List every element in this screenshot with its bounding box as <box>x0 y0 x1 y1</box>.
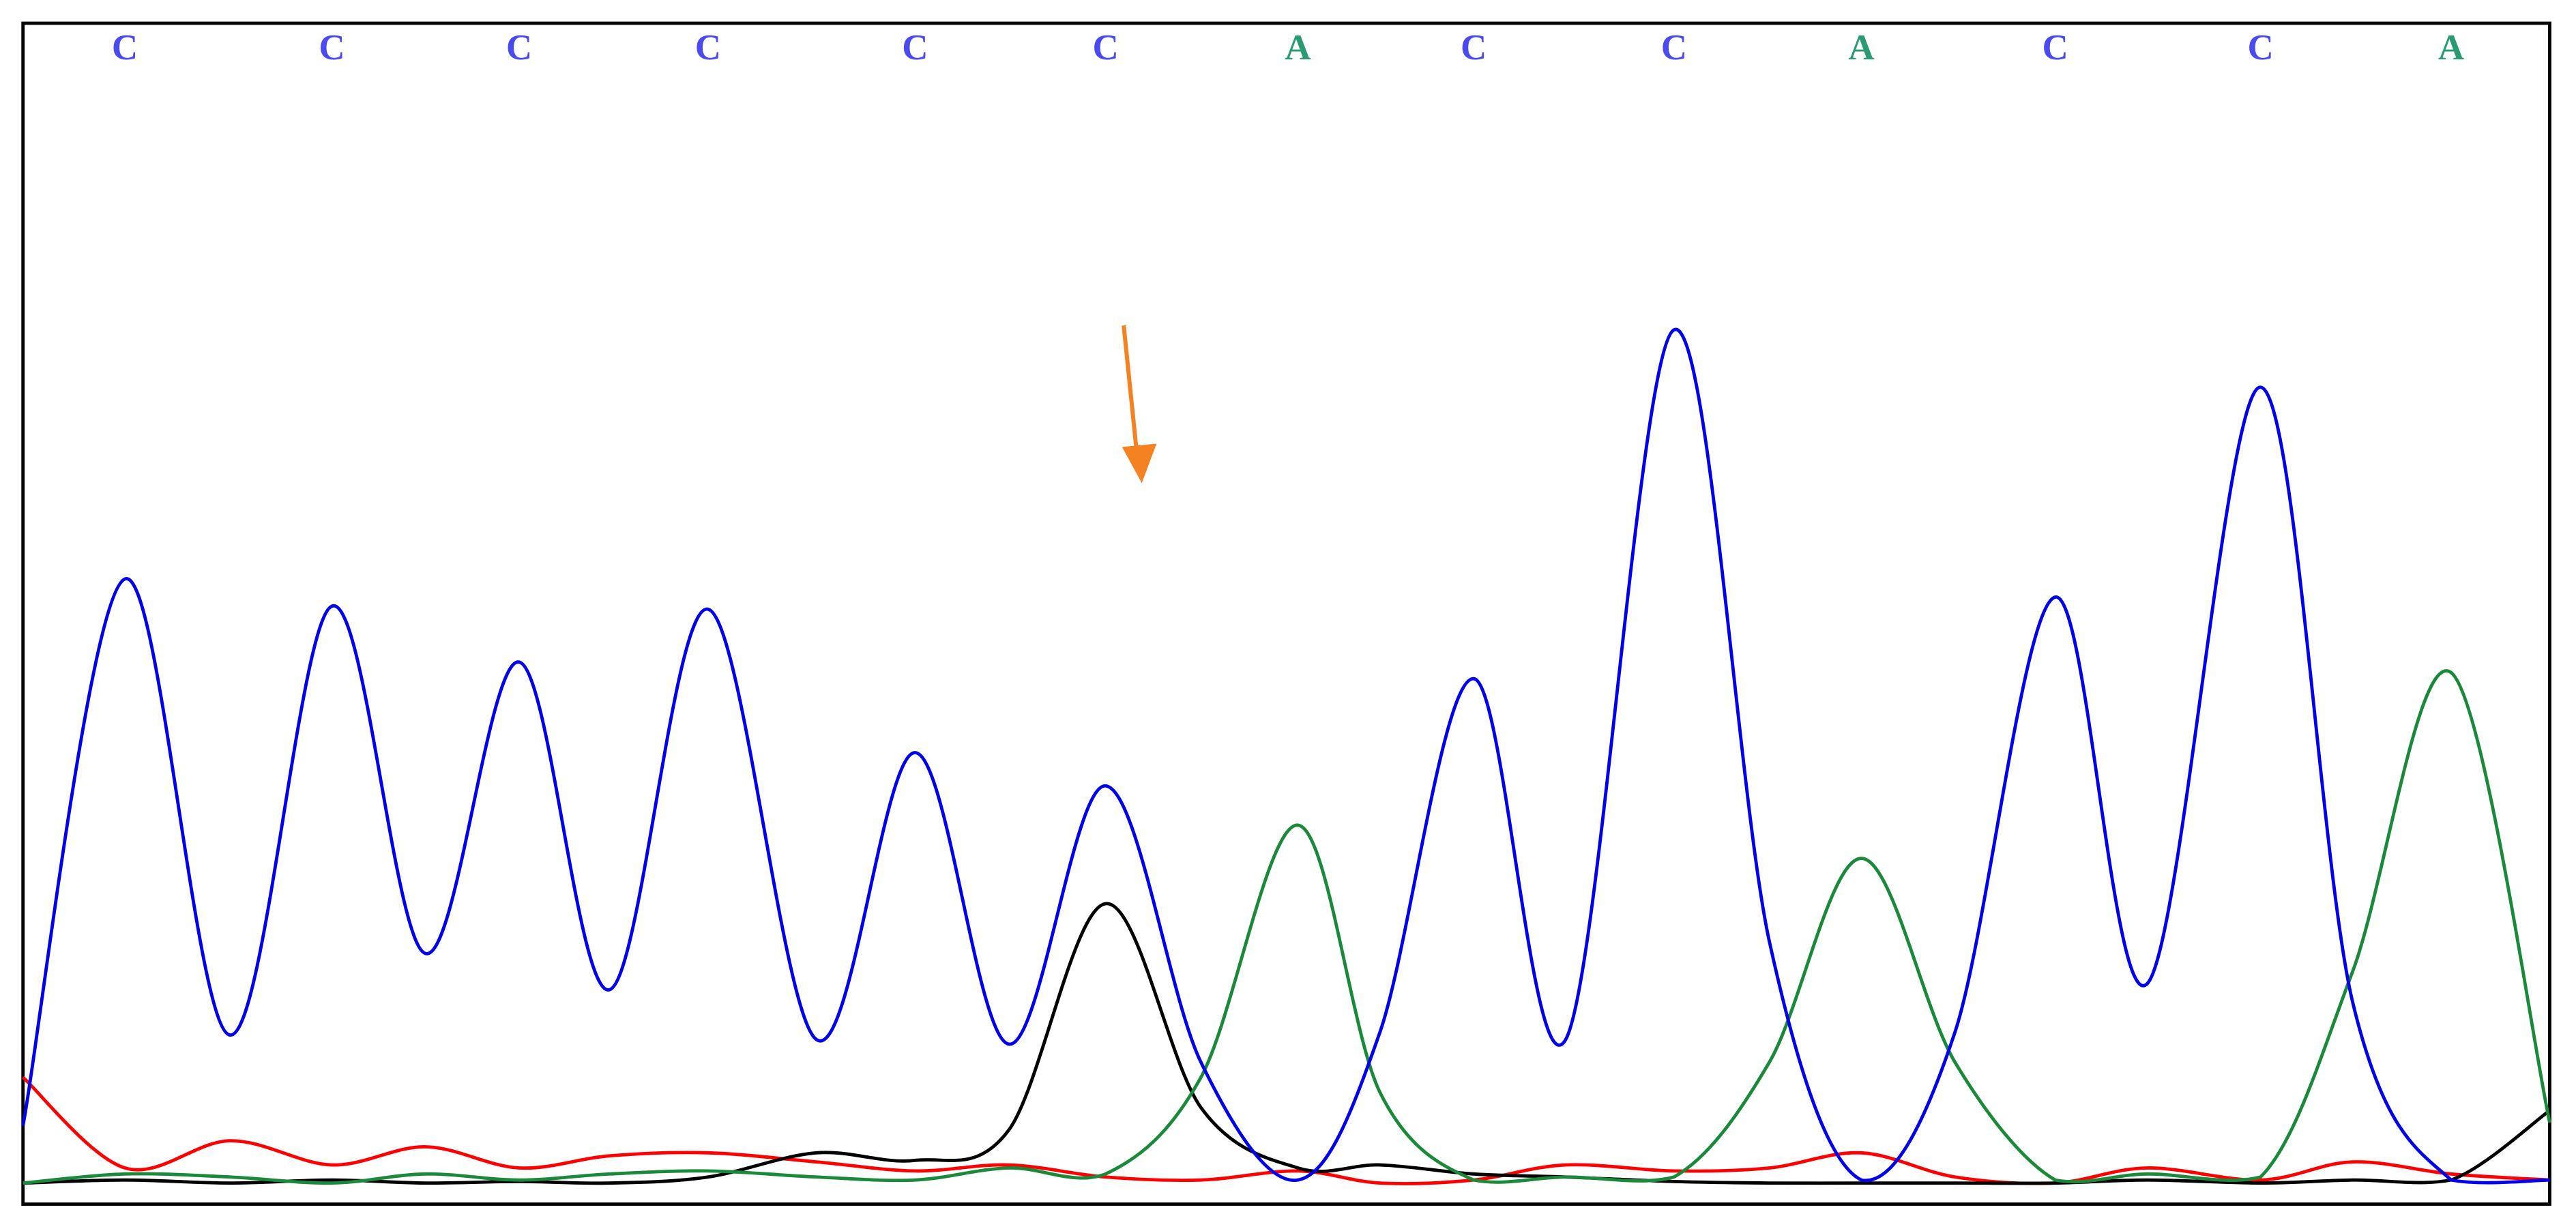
base-call: A <box>2438 28 2464 68</box>
base-call: C <box>1461 28 1487 68</box>
arrow-annotation <box>1122 325 1157 484</box>
trace <box>23 902 2551 1185</box>
base-call: C <box>695 28 721 68</box>
trace <box>21 328 2550 1185</box>
base-call: A <box>1285 28 1311 68</box>
arrow-head <box>1122 443 1157 484</box>
base-call: C <box>319 28 345 68</box>
base-call: C <box>1661 28 1687 68</box>
base-call: C <box>2042 28 2068 68</box>
plot-frame <box>21 21 2551 1206</box>
base-call: C <box>2248 28 2274 68</box>
trace <box>22 1076 2550 1185</box>
base-call: C <box>112 28 138 68</box>
trace <box>23 669 2551 1185</box>
base-call: A <box>1848 28 1874 68</box>
base-call: C <box>1093 28 1119 68</box>
arrow-shaft <box>1122 325 1139 454</box>
base-call: C <box>506 28 532 68</box>
traces <box>21 328 2551 1185</box>
base-call: C <box>902 28 928 68</box>
